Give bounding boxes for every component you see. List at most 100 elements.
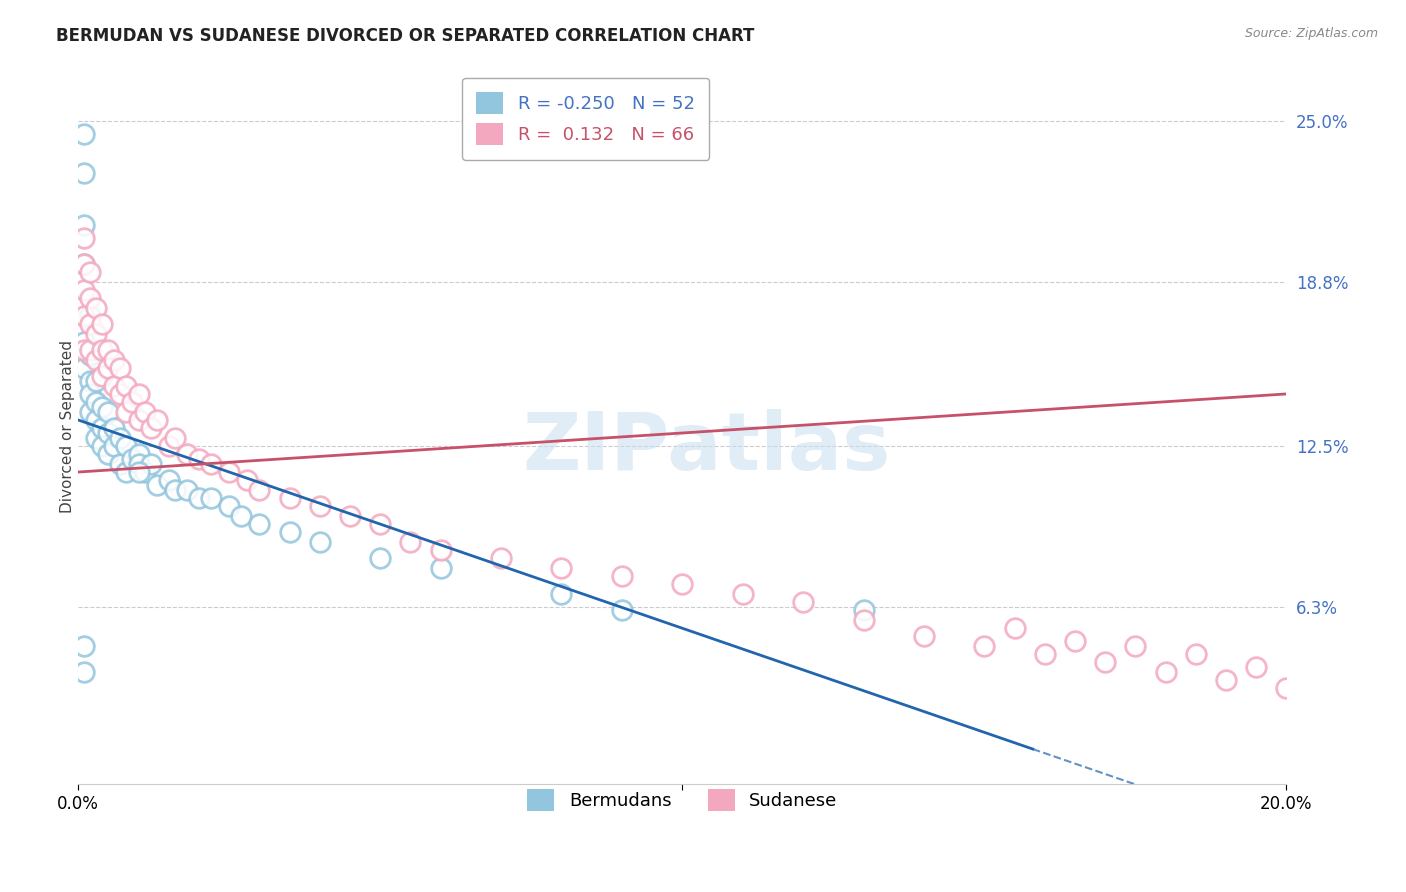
Point	[79, 374, 101, 388]
Point	[218, 465, 240, 479]
Point	[247, 517, 270, 532]
Point	[489, 550, 512, 565]
Point	[218, 499, 240, 513]
Legend: Bermudans, Sudanese: Bermudans, Sudanese	[513, 774, 852, 825]
Point	[73, 257, 96, 271]
Point	[247, 483, 270, 498]
Point	[84, 431, 107, 445]
Point	[79, 387, 101, 401]
Point	[121, 452, 143, 467]
Point	[308, 535, 330, 549]
Point	[115, 439, 138, 453]
Point	[1154, 665, 1177, 680]
Point	[103, 439, 125, 453]
Point	[188, 452, 211, 467]
Point	[1336, 686, 1358, 700]
Text: ZIPatlas: ZIPatlas	[523, 409, 890, 487]
Point	[79, 343, 101, 357]
Point	[79, 264, 101, 278]
Point	[73, 343, 96, 357]
Point	[73, 295, 96, 310]
Point	[73, 257, 96, 271]
Point	[1004, 621, 1026, 635]
Point	[79, 317, 101, 331]
Point	[97, 447, 120, 461]
Point	[1275, 681, 1298, 695]
Point	[610, 603, 633, 617]
Point	[145, 413, 167, 427]
Point	[79, 405, 101, 419]
Point	[200, 491, 222, 505]
Point	[1305, 665, 1327, 680]
Point	[97, 343, 120, 357]
Text: BERMUDAN VS SUDANESE DIVORCED OR SEPARATED CORRELATION CHART: BERMUDAN VS SUDANESE DIVORCED OR SEPARAT…	[56, 27, 755, 45]
Point	[134, 405, 156, 419]
Point	[1396, 691, 1406, 706]
Point	[84, 301, 107, 315]
Point	[73, 360, 96, 375]
Point	[73, 127, 96, 141]
Point	[91, 317, 114, 331]
Point	[188, 491, 211, 505]
Point	[79, 291, 101, 305]
Point	[91, 368, 114, 383]
Point	[610, 569, 633, 583]
Point	[139, 421, 162, 435]
Point	[84, 327, 107, 342]
Point	[852, 603, 875, 617]
Point	[176, 447, 198, 461]
Point	[236, 473, 259, 487]
Point	[145, 478, 167, 492]
Point	[231, 509, 253, 524]
Point	[1125, 640, 1147, 654]
Point	[134, 465, 156, 479]
Point	[103, 379, 125, 393]
Point	[73, 218, 96, 232]
Point	[84, 394, 107, 409]
Point	[128, 387, 150, 401]
Point	[91, 439, 114, 453]
Point	[852, 614, 875, 628]
Point	[91, 400, 114, 414]
Point	[671, 577, 693, 591]
Point	[97, 425, 120, 440]
Point	[110, 457, 132, 471]
Y-axis label: Divorced or Separated: Divorced or Separated	[59, 340, 75, 513]
Point	[399, 535, 422, 549]
Point	[1094, 655, 1116, 669]
Point	[731, 587, 754, 601]
Point	[1246, 660, 1268, 674]
Point	[91, 421, 114, 435]
Point	[115, 465, 138, 479]
Point	[84, 413, 107, 427]
Point	[973, 640, 995, 654]
Point	[115, 379, 138, 393]
Point	[103, 421, 125, 435]
Point	[110, 387, 132, 401]
Point	[550, 587, 572, 601]
Point	[73, 640, 96, 654]
Point	[110, 431, 132, 445]
Point	[1033, 647, 1056, 661]
Point	[79, 348, 101, 362]
Point	[368, 550, 391, 565]
Point	[103, 353, 125, 368]
Point	[115, 405, 138, 419]
Point	[278, 491, 301, 505]
Point	[73, 283, 96, 297]
Point	[84, 353, 107, 368]
Point	[121, 394, 143, 409]
Point	[157, 473, 180, 487]
Point	[1365, 673, 1388, 688]
Point	[278, 524, 301, 539]
Point	[157, 439, 180, 453]
Point	[73, 665, 96, 680]
Point	[128, 465, 150, 479]
Point	[429, 543, 451, 558]
Text: Source: ZipAtlas.com: Source: ZipAtlas.com	[1244, 27, 1378, 40]
Point	[79, 309, 101, 323]
Point	[128, 457, 150, 471]
Point	[308, 499, 330, 513]
Point	[368, 517, 391, 532]
Point	[73, 309, 96, 323]
